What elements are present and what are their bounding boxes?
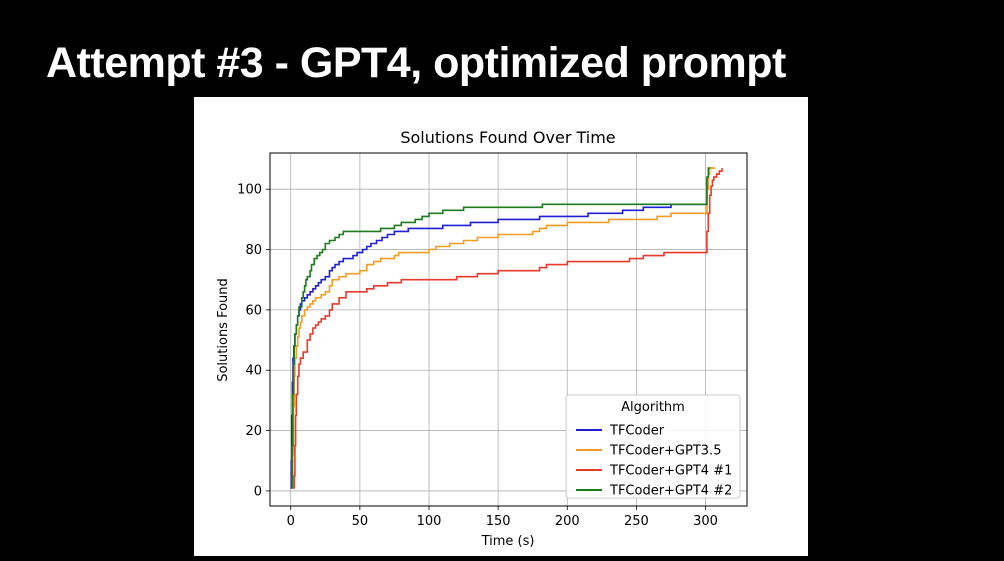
chart-figure: Solutions Found Over Time 0 50 100 150 200 25… <box>194 97 808 556</box>
x-axis-label: Time (s) <box>481 534 535 549</box>
legend-label-1: TFCoder <box>609 424 665 439</box>
legend-label-3: TFCoder+GPT4 #1 <box>609 464 732 479</box>
x-tick-label: 100 <box>417 514 442 529</box>
plot-frame <box>269 152 748 507</box>
legend: Algorithm TFCoder TFCoder+GPT3.5 TFCoder+G… <box>565 394 741 499</box>
y-tick-label: 100 <box>237 183 262 198</box>
line-chart: Solutions Found Over Time 0 50 100 150 200 25… <box>216 128 748 549</box>
chart-title: Solutions Found Over Time <box>400 128 615 147</box>
legend-box <box>565 394 741 499</box>
y-axis-label: Solutions Found <box>216 278 231 382</box>
series-line-2 <box>292 167 716 489</box>
series-line-3 <box>293 168 723 489</box>
series-line-4 <box>291 167 710 489</box>
series-layer <box>290 167 723 489</box>
y-tick-label: 0 <box>254 484 262 499</box>
y-tick-label: 20 <box>245 424 262 439</box>
legend-label-2: TFCoder+GPT3.5 <box>609 444 721 459</box>
y-tick-label: 40 <box>245 364 262 379</box>
grid-lines <box>270 153 747 506</box>
x-tick-label: 50 <box>352 514 369 529</box>
legend-title: Algorithm <box>621 400 685 415</box>
legend-label-4: TFCoder+GPT4 #2 <box>609 484 732 499</box>
x-tick-label: 300 <box>693 514 718 529</box>
y-tick-label: 80 <box>245 243 262 258</box>
x-tick-label: 250 <box>624 514 649 529</box>
slide-title: Attempt #3 - GPT4, optimized prompt <box>46 39 786 87</box>
axis-ticks: 0 50 100 150 200 250 300 0 20 40 60 80 100 <box>237 183 718 529</box>
x-tick-label: 150 <box>486 514 511 529</box>
x-tick-label: 0 <box>287 514 295 529</box>
y-tick-label: 60 <box>245 303 262 318</box>
x-tick-label: 200 <box>555 514 580 529</box>
legend-items: TFCoder TFCoder+GPT3.5 TFCoder+GPT4 #1 TFCo… <box>576 424 732 499</box>
